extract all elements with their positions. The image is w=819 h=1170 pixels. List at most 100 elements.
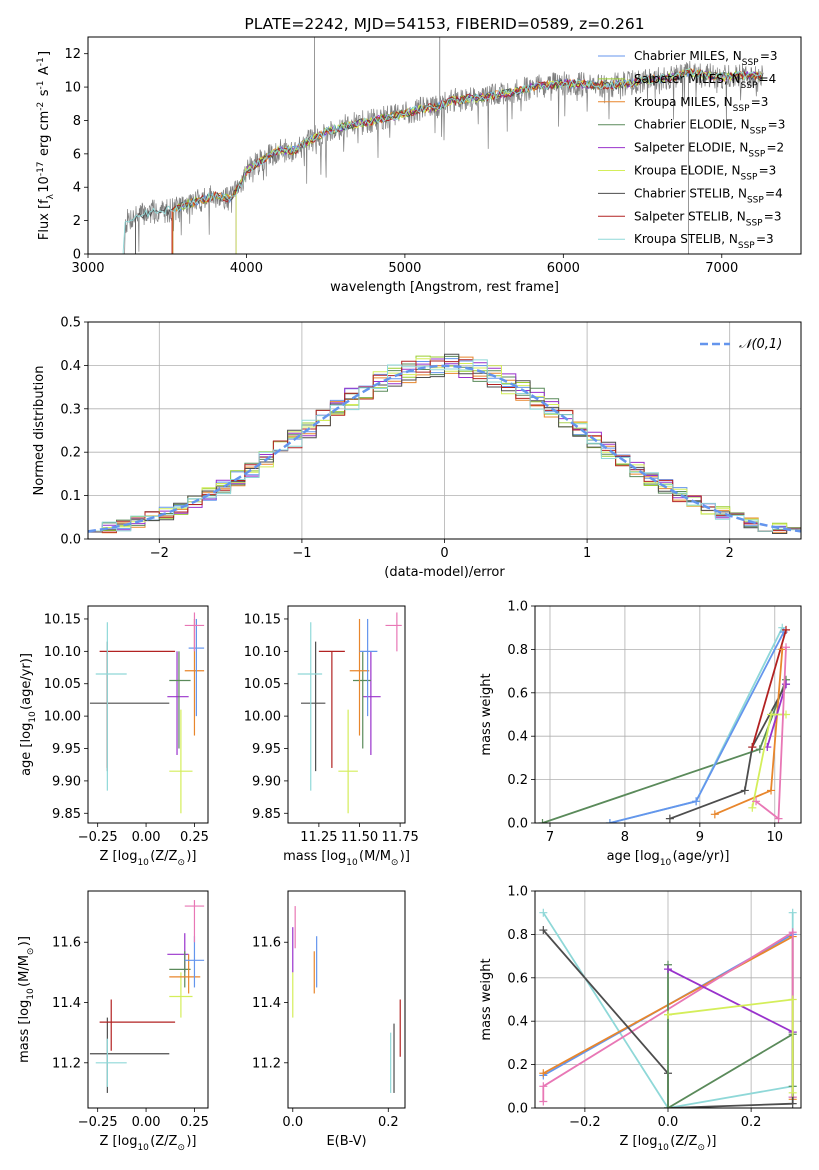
- data-point: [539, 1097, 548, 1106]
- x-tick-label: −2: [150, 546, 169, 561]
- x-tick-label: 0.25: [180, 830, 209, 845]
- plot-area: [538, 623, 791, 823]
- x-tick-label: 0.0: [282, 1115, 303, 1130]
- y-tick-label: 0.3: [60, 402, 81, 417]
- y-tick-label: 10.15: [244, 612, 281, 627]
- errorbar-salpeter-elodie: [167, 651, 189, 755]
- x-tick-label: 0.2: [741, 1115, 762, 1130]
- y-tick-label: 10.05: [44, 677, 81, 692]
- series-kroupa-elodie: [664, 995, 797, 1097]
- errorbar-pink: [184, 900, 205, 943]
- y-tick-label: 0.2: [60, 446, 81, 461]
- x-tick-label: −0.25: [78, 830, 118, 845]
- x-axis-label: (data-model)/error: [384, 565, 505, 580]
- data-spectrum-line: [123, 60, 764, 254]
- legend-entry: Chabrier ELODIE, NSSP =3: [634, 118, 785, 137]
- data-point: [538, 819, 547, 823]
- plot-area: [292, 906, 401, 1093]
- errorbar-kroupa-elodie: [338, 709, 358, 814]
- y-axis-label: mass [log10 (M/M⊙ )]: [17, 936, 36, 1063]
- y-axis-label: mass weight: [479, 958, 494, 1040]
- legend-entry: 𝒩(0,1): [739, 337, 782, 352]
- errorbar-kroupa-miles: [349, 618, 370, 736]
- y-tick-label: 9.95: [252, 742, 281, 757]
- x-tick-label: 5000: [388, 261, 421, 276]
- y-tick-label: 0.8: [507, 928, 528, 943]
- y-tick-label: 9.95: [52, 742, 81, 757]
- axes-frame: [87, 605, 209, 824]
- legend-entry: Chabrier STELIB, NSSP =4: [634, 186, 783, 205]
- data-point: [767, 786, 776, 795]
- y-tick-label: 0.2: [507, 1058, 528, 1073]
- data-point: [774, 814, 783, 823]
- errorbar-chabrier-elodie: [169, 951, 191, 988]
- data-point: [755, 745, 764, 754]
- x-tick-label: 1: [583, 546, 591, 561]
- data-point: [788, 908, 797, 917]
- plot-area: [89, 900, 205, 1093]
- errorbar-kroupa-stelib: [297, 622, 323, 791]
- axes-frame: [87, 890, 209, 1109]
- y-tick-label: 11.2: [252, 1056, 281, 1071]
- data-point: [539, 908, 548, 917]
- y-tick-label: 0.6: [507, 971, 528, 986]
- data-point: [782, 643, 791, 652]
- massweight_vs_age-panel: 7 8 9 10 0.0 0.2 0.4 0.6 0.8 1.0 age [log10 (age/y…: [479, 600, 802, 868]
- x-tick-label: 10: [767, 830, 784, 845]
- series-line: [667, 964, 794, 1108]
- y-axis-label: age [log10 (age/yr)]: [19, 653, 38, 776]
- y-tick-label: 10.10: [44, 645, 81, 660]
- mass_vs_ebv-panel: 0.0 0.2 11.2 11.4 11.6 E(B-V): [252, 890, 406, 1149]
- x-tick-label: 11.25: [300, 830, 337, 845]
- y-tick-label: 0.0: [507, 817, 528, 832]
- errorbar-chabrier-miles: [184, 936, 205, 988]
- y-tick-label: 10.00: [44, 710, 81, 725]
- data-point: [782, 680, 791, 689]
- x-tick-label: 7: [546, 830, 554, 845]
- data-point: [788, 995, 797, 1004]
- data-point: [539, 926, 548, 935]
- x-axis-label: mass [log10 (M/M⊙ )]: [283, 849, 410, 868]
- histogram-kroupa-stelib: [88, 359, 801, 532]
- x-tick-label: 3000: [71, 261, 104, 276]
- errorbar-kroupa-elodie: [169, 972, 193, 1018]
- model-line-kroupa-stelib: [122, 67, 763, 254]
- data-point: [539, 1082, 548, 1091]
- errorbar-chabrier-stelib: [89, 641, 170, 772]
- y-tick-label: 0.8: [507, 643, 528, 658]
- x-tick-label: −0.2: [569, 1115, 601, 1130]
- series-line: [609, 627, 784, 823]
- y-tick-label: 0.4: [60, 359, 81, 374]
- y-tick-label: 11.2: [52, 1056, 81, 1071]
- y-tick-label: 0.1: [60, 489, 81, 504]
- age_vs_Z-panel: −0.25 0.00 0.25 9.85 9.90 9.95 10.00 10.05 10.10…: [19, 605, 209, 868]
- series-pink: [752, 643, 791, 823]
- x-axis-label: Z [log10 (Z/Z⊙ )]: [100, 849, 197, 868]
- x-tick-label: 4000: [230, 261, 263, 276]
- plot-area: [297, 612, 402, 814]
- chart-title: PLATE=2242, MJD=54153, FIBERID=0589, z=0…: [244, 15, 644, 33]
- y-tick-label: 2: [73, 214, 81, 229]
- errorbar-salpeter-elodie: [167, 933, 189, 973]
- x-tick-label: 2: [726, 546, 734, 561]
- legend-entry: Kroupa MILES, NSSP =3: [634, 95, 768, 114]
- axes-frame: [287, 890, 406, 1109]
- errorbar-chabrier-miles: [188, 618, 205, 717]
- y-tick-label: 11.6: [252, 936, 281, 951]
- series-salpeter-elodie: [763, 680, 791, 752]
- y-tick-label: 11.6: [52, 936, 81, 951]
- data-point: [788, 928, 797, 937]
- y-tick-label: 10.10: [244, 645, 281, 660]
- x-tick-label: 7000: [705, 261, 738, 276]
- y-tick-label: 10.00: [244, 710, 281, 725]
- age_vs_mass-panel: 11.25 11.50 11.75 9.85 9.90 9.95 10.00 10.05 10.…: [244, 605, 419, 868]
- x-tick-label: 0.0: [658, 1115, 679, 1130]
- data-point: [752, 797, 761, 806]
- x-tick-label: 6000: [547, 261, 580, 276]
- x-tick-label: 0: [440, 546, 448, 561]
- data-point: [748, 743, 757, 752]
- errorbar-chabrier-miles: [359, 618, 378, 717]
- y-tick-label: 8: [73, 114, 81, 129]
- mass_vs_Z-panel: −0.25 0.00 0.25 11.2 11.4 11.6 Z [log10 (Z/Z⊙ …: [17, 890, 209, 1153]
- errorbar-salpeter-elodie: [362, 651, 381, 755]
